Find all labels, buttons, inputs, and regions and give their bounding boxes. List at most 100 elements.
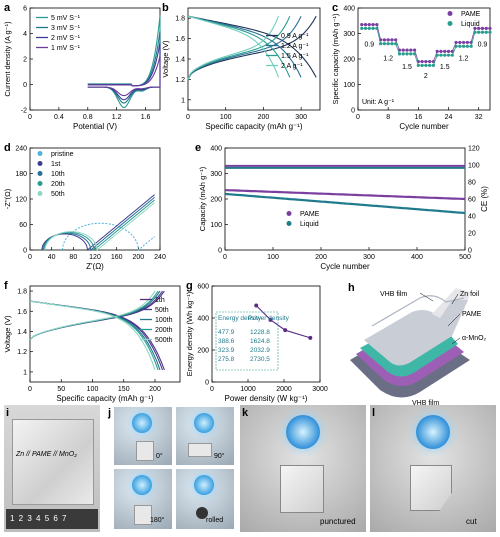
legend-marker [37, 171, 43, 176]
x-tick-label: 24 [445, 114, 453, 121]
x-tick-label: 0 [223, 254, 227, 261]
table-cell: 323.9 [218, 347, 235, 354]
y2-tick-label: 40 [468, 214, 476, 221]
y-tick-label: 0 [351, 108, 355, 115]
led-logo [194, 475, 214, 495]
legend-label: 20th [51, 181, 65, 188]
photo-j-rolled: rolled [176, 469, 234, 529]
y-tick-label: 6 [23, 6, 27, 13]
panel-d: 0 40 80 120 160 200 240 0 60 120 180 240 Z'(Ω) -Z''(Ω… [3, 142, 166, 271]
y-tick-label: 1.6 [17, 309, 27, 316]
pouch-cell [136, 441, 154, 461]
legend-label: Liquid [461, 21, 480, 28]
panel-g: 0 1000 2000 3000 0 200 400 600 Power density (W … [185, 280, 328, 403]
y2-tick-label: 20 [468, 231, 476, 238]
rate-label: 0.9 [364, 41, 374, 48]
layer-label: VHB film [380, 291, 407, 298]
data-point [382, 42, 386, 46]
data-point [360, 22, 364, 27]
data-point [409, 48, 413, 52]
x-tick-label: 0 [356, 114, 360, 121]
y-axis-label: -Z''(Ω) [3, 188, 12, 209]
data-point [431, 63, 436, 67]
layer-label: PAME [462, 311, 482, 318]
x-tick-label: 400 [411, 254, 423, 261]
vhb-film-top [432, 288, 470, 318]
photo-i: i Zn // PAME // MnO₂ 1 2 3 4 5 6 7 [4, 405, 100, 532]
series-line [87, 42, 161, 101]
y-tick-label: 60 [19, 222, 27, 229]
y-tick-label: 100 [210, 222, 222, 229]
legend-label: 5 mV S⁻¹ [51, 15, 81, 22]
film-edge [371, 295, 465, 327]
panel-letter-l: l [372, 407, 376, 419]
x-axis-label: Specific capacity (mAh g⁻¹) [56, 394, 153, 403]
legend-marker [37, 181, 43, 186]
data-point [446, 53, 451, 57]
table-cell: 2730.5 [250, 356, 270, 363]
axes-frame [29, 7, 161, 111]
y-axis-label: Energy density (Wh kg⁻¹) [185, 291, 194, 376]
nyquist-curve [62, 222, 155, 252]
x-tick-label: 0 [28, 254, 32, 261]
x-tick-label: 100 [267, 254, 279, 261]
data-point [435, 53, 439, 57]
photo-row: i Zn // PAME // MnO₂ 1 2 3 4 5 6 7 j 0° … [0, 405, 500, 537]
angle-label: 90° [214, 453, 225, 460]
data-point [435, 49, 439, 53]
photo-j: j 0° 90° 180° rolled [106, 405, 236, 532]
zn-foil [364, 300, 468, 366]
rate-label: 1.2 [383, 55, 393, 62]
y-tick-label: -2 [21, 108, 27, 115]
data-point [401, 52, 405, 56]
x-axis-label: Power density (W kg⁻¹) [225, 394, 308, 403]
y2-tick-label: 0 [468, 248, 472, 255]
x-tick-label: 0 [210, 386, 214, 393]
data-point [416, 63, 420, 67]
legend-label: 50th [51, 191, 65, 198]
y-tick-label: 0 [23, 248, 27, 255]
rate-label: 1.5 [440, 64, 450, 71]
charge-curve [187, 15, 291, 80]
x-tick-label: 3000 [312, 386, 328, 393]
charge-curve [29, 290, 156, 340]
x-axis-label: Cycle number [320, 262, 370, 271]
legend-marker [286, 221, 292, 226]
table-cell: 388.6 [218, 338, 235, 345]
legend-marker [447, 11, 453, 16]
legend-label: 1th [155, 297, 165, 304]
x-tick-label: 300 [363, 254, 375, 261]
data-point [254, 303, 259, 308]
data-point [458, 44, 462, 48]
photo-j-180deg: 180° [114, 469, 172, 529]
y-tick-label: 300 [343, 31, 355, 38]
x-tick-label: 120 [89, 254, 101, 261]
data-point [394, 38, 398, 42]
data-point [428, 63, 432, 67]
data-point [420, 63, 424, 67]
series-line [87, 31, 161, 104]
panel-letter-j: j [108, 407, 112, 419]
data-point [428, 59, 432, 64]
y-tick-label: 200 [343, 57, 355, 64]
data-point [379, 42, 383, 46]
x-tick-label: 0 [186, 114, 190, 121]
legend-label: 1st [51, 161, 60, 168]
y-tick-label: 1.2 [175, 77, 185, 84]
caption: punctured [320, 517, 356, 526]
y-tick-label: 100 [343, 82, 355, 89]
data-point [439, 53, 443, 57]
legend-label: 200th [155, 327, 173, 334]
data-point [405, 48, 409, 52]
layer-label: α-MnO₂ [462, 335, 487, 342]
data-point [473, 26, 477, 30]
data-point [443, 49, 447, 53]
charge-curve [187, 15, 280, 80]
legend-label: 3 mV S⁻¹ [51, 25, 81, 32]
charge-curve [187, 15, 302, 80]
y-tick-label: 1 [181, 97, 185, 104]
x-axis-label: Potential (V) [73, 122, 117, 131]
y-tick-label: 240 [15, 146, 27, 153]
x-tick-label: 0.8 [83, 114, 93, 121]
